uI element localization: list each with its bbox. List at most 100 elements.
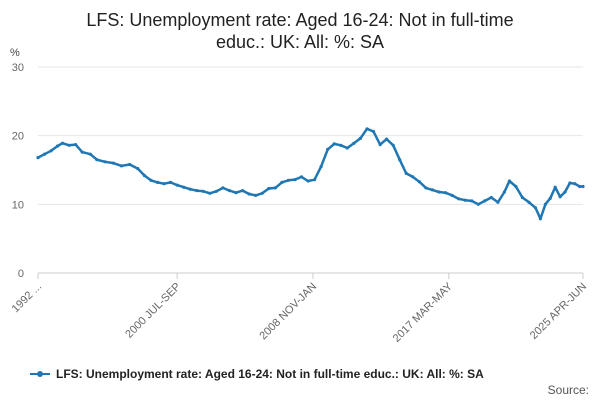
series-line bbox=[36, 127, 585, 221]
data-point bbox=[254, 193, 258, 197]
data-point bbox=[563, 190, 567, 194]
data-point bbox=[443, 191, 448, 195]
data-point bbox=[319, 165, 323, 169]
data-point bbox=[514, 184, 518, 189]
x-tick-label: 2008 NOV-JAN bbox=[257, 281, 319, 343]
data-point bbox=[234, 191, 238, 195]
data-point bbox=[136, 167, 140, 171]
data-point bbox=[214, 189, 218, 193]
data-point bbox=[496, 200, 500, 204]
data-point bbox=[74, 143, 78, 147]
data-point bbox=[293, 178, 297, 182]
x-tick-label: 2025 APR-JUN bbox=[528, 281, 589, 342]
data-point bbox=[267, 186, 271, 191]
data-point bbox=[273, 186, 277, 190]
data-point bbox=[398, 158, 402, 162]
data-point bbox=[345, 146, 349, 150]
data-point bbox=[378, 143, 382, 147]
data-point bbox=[437, 190, 441, 194]
data-point bbox=[430, 188, 434, 192]
legend-marker bbox=[37, 371, 43, 377]
data-point bbox=[175, 183, 179, 187]
data-point bbox=[182, 185, 186, 189]
data-point bbox=[553, 185, 557, 189]
data-point bbox=[286, 178, 290, 182]
data-point bbox=[111, 161, 115, 165]
data-point bbox=[56, 144, 60, 148]
data-point bbox=[533, 206, 538, 210]
data-point bbox=[581, 184, 585, 189]
chart-title-line-1: LFS: Unemployment rate: Aged 16-24: Not … bbox=[86, 10, 513, 30]
data-point bbox=[280, 180, 284, 184]
data-point bbox=[476, 202, 480, 206]
data-point bbox=[260, 191, 264, 195]
data-point bbox=[195, 189, 199, 193]
data-point bbox=[162, 182, 166, 186]
data-point bbox=[247, 192, 251, 196]
y-tick-label: 20 bbox=[12, 131, 24, 143]
y-tick-label: 10 bbox=[12, 199, 24, 211]
data-point bbox=[385, 137, 389, 141]
x-tick-label: 2000 JUL-SEP bbox=[123, 281, 183, 341]
data-point bbox=[103, 160, 107, 164]
data-point bbox=[470, 199, 474, 203]
data-point bbox=[450, 193, 454, 197]
series-layer bbox=[36, 127, 585, 221]
data-point bbox=[49, 149, 53, 153]
data-point bbox=[417, 180, 421, 184]
data-point bbox=[332, 142, 336, 146]
data-point bbox=[358, 136, 362, 140]
data-point bbox=[543, 202, 548, 206]
data-point bbox=[578, 184, 582, 189]
source-label: Source: bbox=[548, 383, 589, 397]
data-point bbox=[119, 164, 124, 168]
y-axis-ticks: 0 10 20 30 bbox=[12, 62, 24, 280]
y-tick-label: 30 bbox=[12, 62, 24, 74]
data-point bbox=[241, 189, 245, 193]
data-point bbox=[339, 143, 343, 147]
chart-title-line-2: educ.: UK: All: %: SA bbox=[216, 32, 384, 52]
data-point bbox=[155, 180, 160, 184]
gridlines bbox=[38, 66, 583, 274]
data-point bbox=[128, 162, 132, 167]
data-point bbox=[507, 179, 511, 183]
data-point bbox=[548, 196, 552, 200]
data-point bbox=[208, 191, 212, 195]
data-point bbox=[568, 181, 572, 185]
data-point bbox=[527, 200, 531, 204]
data-point bbox=[306, 179, 310, 183]
data-point bbox=[67, 143, 71, 147]
data-point bbox=[227, 189, 232, 193]
data-point bbox=[520, 195, 525, 200]
data-point bbox=[365, 127, 369, 131]
data-point bbox=[95, 158, 99, 162]
data-point bbox=[573, 182, 577, 186]
data-point bbox=[80, 150, 84, 154]
data-point bbox=[502, 190, 506, 194]
data-point bbox=[538, 217, 543, 221]
data-point bbox=[352, 141, 356, 145]
data-point bbox=[411, 175, 415, 179]
y-axis-unit-label: % bbox=[10, 47, 20, 59]
data-point bbox=[42, 152, 47, 156]
x-tick-label: 2017 MAR-MAY bbox=[391, 280, 456, 345]
data-point bbox=[188, 187, 192, 191]
data-point bbox=[169, 180, 173, 184]
data-point bbox=[88, 152, 92, 156]
data-point bbox=[60, 141, 65, 145]
data-point bbox=[36, 156, 40, 160]
legend[interactable]: LFS: Unemployment rate: Aged 16-24: Not … bbox=[30, 367, 484, 381]
data-point bbox=[142, 173, 146, 178]
data-point bbox=[221, 186, 225, 190]
data-point bbox=[201, 189, 205, 193]
data-point bbox=[489, 195, 493, 200]
x-tick-label: 1992 ... bbox=[10, 281, 44, 315]
data-point bbox=[404, 171, 408, 175]
data-point bbox=[371, 129, 376, 134]
data-point bbox=[299, 175, 304, 179]
data-point bbox=[326, 147, 330, 151]
y-tick-label: 0 bbox=[18, 268, 24, 280]
data-point bbox=[424, 186, 428, 190]
data-point bbox=[463, 198, 467, 202]
